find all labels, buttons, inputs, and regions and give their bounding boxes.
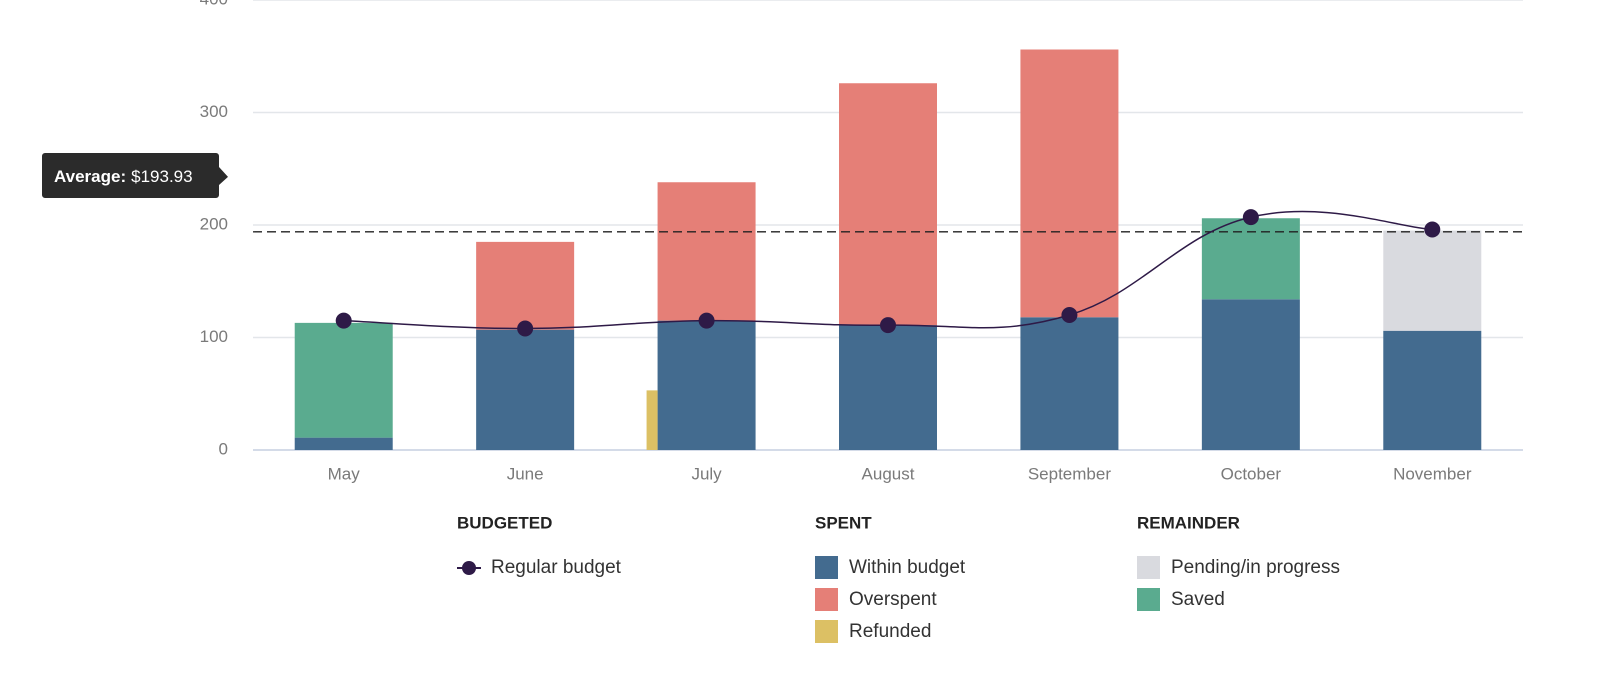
bar-segment [657,320,756,450]
bar-segment [1201,299,1300,450]
x-tick-label: June [507,464,544,483]
legend-group-title: REMAINDER [1137,513,1240,532]
legend-label: Overspent [849,589,937,610]
x-tick-label: August [862,464,915,483]
legend-label: Within budget [849,557,966,578]
y-tick-label: 300 [200,102,228,121]
bar-segment [1201,218,1300,300]
budget-point [1424,221,1441,238]
tooltip-value: $193.93 [131,167,192,186]
budget-point [517,320,534,337]
budget-point [880,317,896,334]
legend-label: Pending/in progress [1171,557,1340,578]
bar-segment [657,182,756,321]
legend-label: Refunded [849,621,931,642]
legend-group-title: SPENT [815,513,872,532]
budget-point [1061,307,1078,323]
tooltip-label: Average: [54,167,126,186]
x-tick-label: November [1393,464,1472,483]
x-tick-label: October [1221,464,1282,483]
bar-segment [476,329,575,450]
x-tick-label: July [691,464,722,483]
bar-segment [839,83,937,326]
bar-segment [294,437,393,450]
y-tick-label: 0 [219,439,228,458]
tooltip-box [42,153,228,198]
bar-segment [1020,49,1119,318]
bar-segment [294,322,393,438]
tooltip-text: Average: $193.93 [54,167,193,186]
bar-segment [476,241,575,330]
y-tick-label: 200 [200,214,228,233]
y-tick-label: 400 [200,0,228,8]
legend-swatch [815,620,838,643]
legend-swatch [815,556,838,579]
budget-point [335,312,352,329]
y-tick-label: 100 [200,327,228,346]
budget-point [1242,209,1259,226]
legend-swatch [1137,556,1160,579]
bar-segment [1383,330,1482,450]
budget-point [698,312,715,329]
legend-label: Regular budget [491,557,622,578]
bar-segment [839,325,937,450]
bar-segment [1020,317,1119,450]
legend-swatch [815,588,838,611]
refund-bar [646,390,658,450]
x-tick-label: September [1028,464,1111,483]
bar-segment [1383,230,1482,331]
average-tooltip: Average: $193.93 [42,153,228,198]
x-tick-label: May [328,464,361,483]
legend-label: Saved [1171,589,1225,610]
legend-marker [462,561,476,575]
legend-swatch [1137,588,1160,611]
legend-group-title: BUDGETED [457,513,552,532]
